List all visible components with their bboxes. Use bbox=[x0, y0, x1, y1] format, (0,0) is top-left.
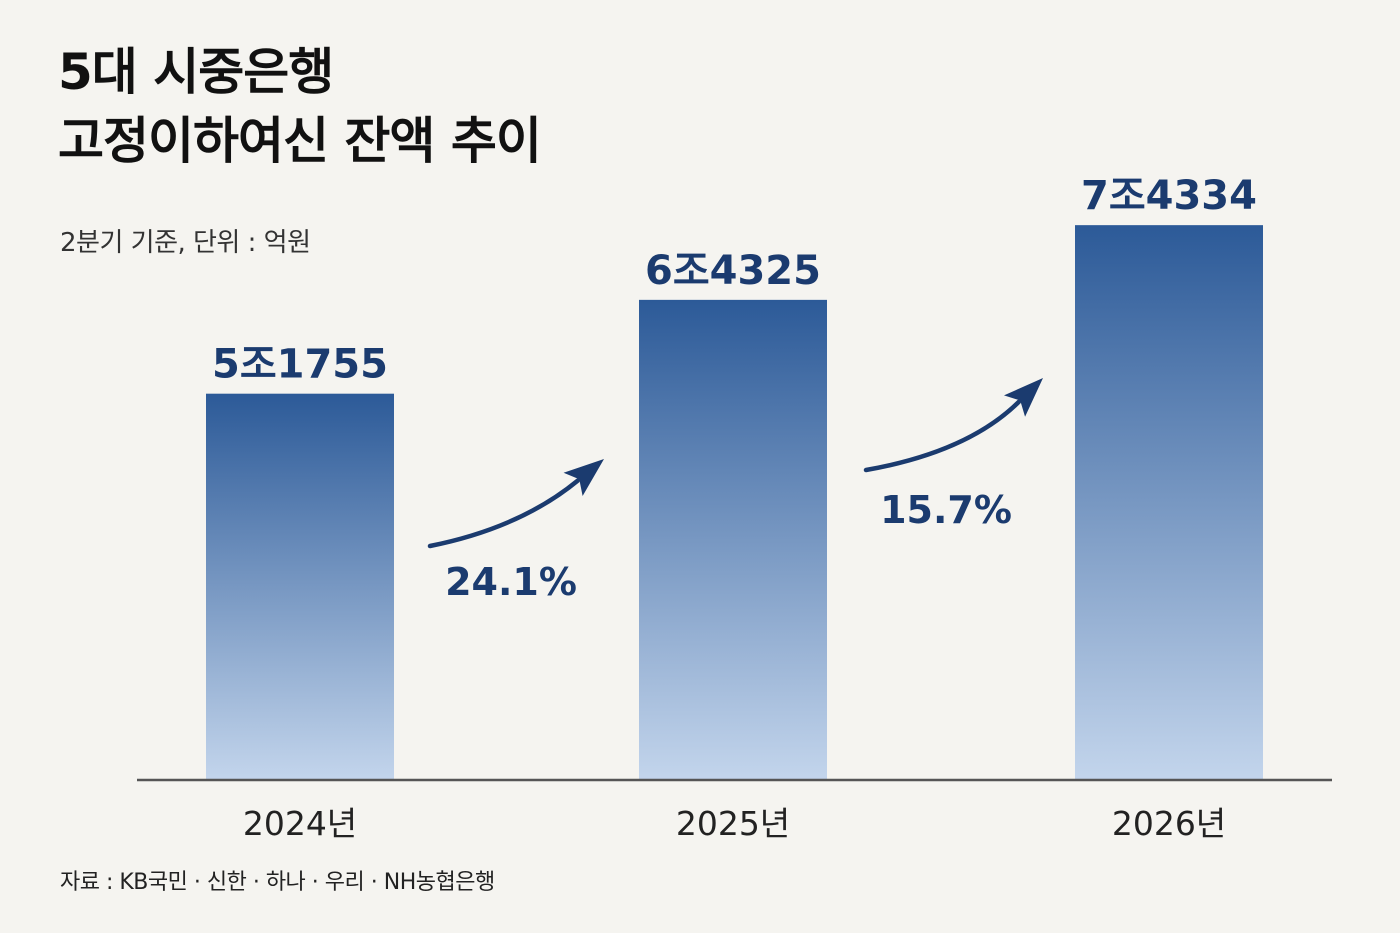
growth-arrow-shaft-2 bbox=[863, 399, 1022, 473]
chart-title-line-2: 고정이하여신 잔액 추이 bbox=[58, 112, 542, 170]
x-tick-label-2: 2025년 bbox=[676, 804, 790, 843]
x-tick-label-1: 2024년 bbox=[243, 804, 357, 843]
bar-2 bbox=[639, 299, 827, 780]
growth-arrow-head-2 bbox=[1003, 378, 1043, 417]
source-note: 자료 : KB국민 · 신한 · 하나 · 우리 · NH농협은행 bbox=[60, 870, 495, 895]
chart-subtitle: 2분기 기준, 단위 : 억원 bbox=[60, 228, 311, 258]
bar-value-label-2: 6조4325 bbox=[645, 248, 821, 294]
bar-1 bbox=[206, 393, 394, 780]
chart-title-line-1: 5대 시중은행 bbox=[58, 43, 334, 101]
growth-arrow-2 bbox=[863, 378, 1043, 473]
growth-rate-label-1: 24.1% bbox=[445, 560, 577, 604]
bar-value-label-1: 5조1755 bbox=[212, 342, 388, 388]
growth-arrow-head-1 bbox=[563, 459, 604, 496]
growth-arrow-1 bbox=[427, 459, 604, 549]
bar-value-label-3: 7조4334 bbox=[1081, 173, 1257, 219]
x-tick-label-3: 2026년 bbox=[1112, 804, 1226, 843]
growth-rate-label-2: 15.7% bbox=[880, 488, 1012, 532]
chart-title: 5대 시중은행 고정이하여신 잔액 추이 bbox=[58, 38, 542, 176]
growth-arrow-shaft-1 bbox=[427, 478, 580, 549]
bar-3 bbox=[1075, 225, 1263, 780]
